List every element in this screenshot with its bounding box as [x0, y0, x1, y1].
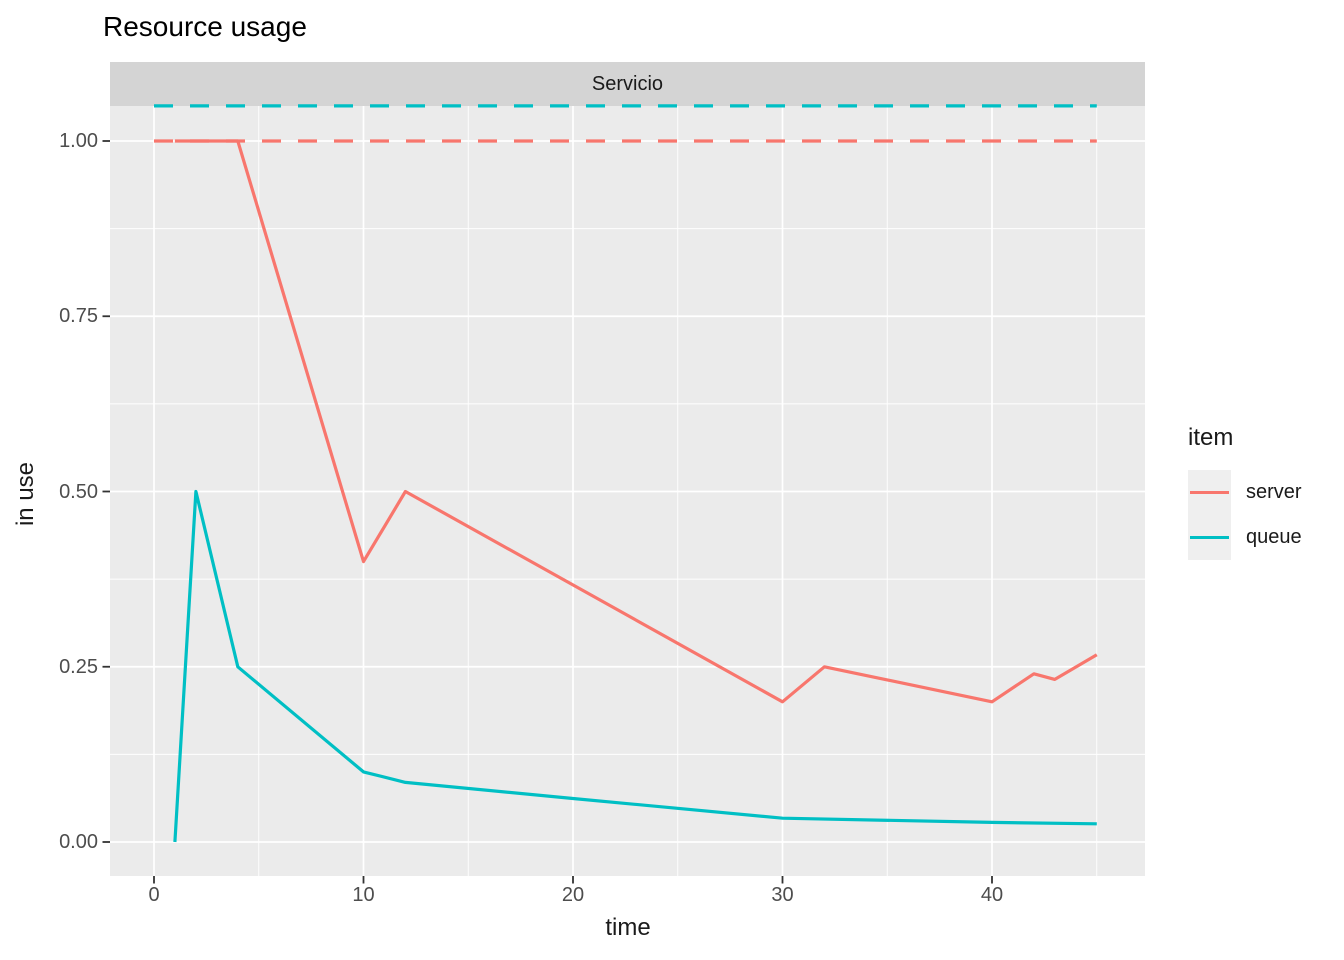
x-tick-label: 0: [148, 884, 160, 906]
legend-key-queue: [1188, 515, 1231, 560]
facet-strip: Servicio: [110, 62, 1145, 106]
x-tick-label: 40: [980, 884, 1004, 906]
y-tick-label: 0.25: [59, 655, 98, 678]
y-tick-label: 0.00: [59, 831, 98, 853]
server-line-swatch-icon: [1190, 491, 1229, 494]
legend-label-server: server: [1246, 481, 1302, 503]
y-tick-label: 0.75: [59, 305, 98, 328]
legend-title: item: [1188, 424, 1234, 451]
legend-item-server: server: [1188, 470, 1302, 515]
series-line-server: [174, 139, 1098, 704]
x-tick-label: 30: [771, 884, 794, 906]
legend-label-queue: queue: [1246, 526, 1302, 548]
y-axis-title: in use: [12, 461, 39, 527]
legend-item-queue: queue: [1188, 515, 1302, 560]
x-tick-label: 10: [352, 884, 375, 906]
series-line-queue: [173, 489, 1097, 843]
x-axis-title: time: [605, 914, 651, 941]
x-tick-label: 20: [561, 884, 585, 906]
legend-key-server: [1188, 470, 1231, 515]
y-tick-label: 1.00: [59, 130, 98, 152]
y-tick-label: 0.50: [59, 480, 98, 503]
legend: item server queue: [1188, 424, 1302, 560]
queue-line-swatch-icon: [1190, 536, 1229, 539]
plot-title: Resource usage: [103, 11, 307, 42]
facet-strip-label: Servicio: [591, 72, 664, 95]
